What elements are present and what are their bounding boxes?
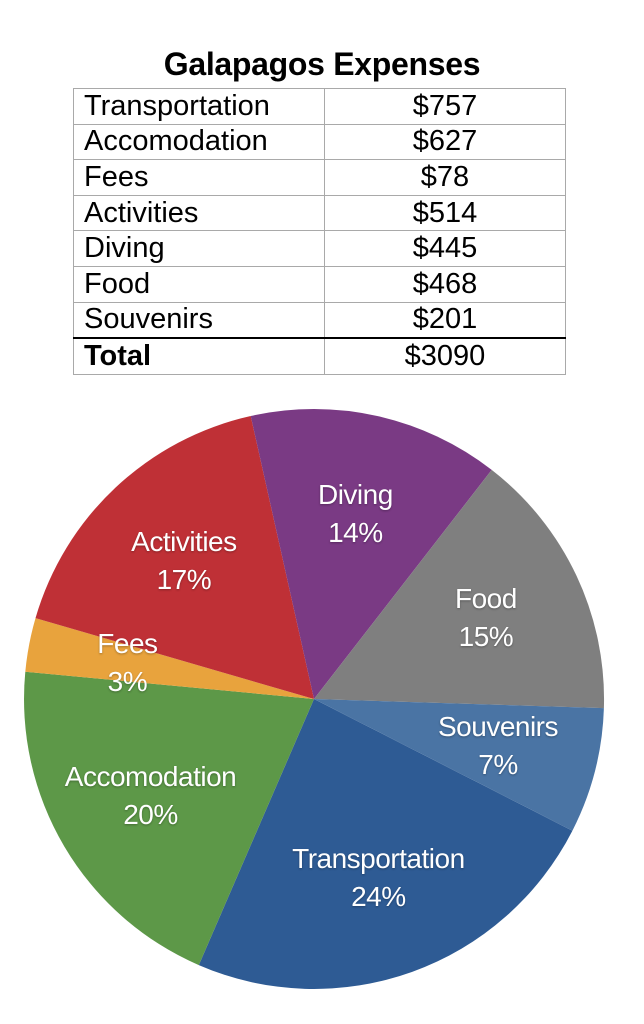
expense-amount-cell: $201 xyxy=(324,301,566,339)
pie-chart-canvas xyxy=(24,409,605,989)
expense-category-cell: Total xyxy=(73,337,325,375)
expense-category-cell: Fees xyxy=(73,159,325,196)
table-row-total: Total $3090 xyxy=(73,337,566,375)
expense-amount-cell: $627 xyxy=(324,123,566,161)
table-row: Souvenirs $201 xyxy=(73,301,566,339)
pie-slice-transportation xyxy=(198,699,573,989)
expense-table-body: Transportation $757 Accomodation $627 Fees $7… xyxy=(73,88,566,375)
expense-category-cell: Transportation xyxy=(73,88,325,125)
expense-amount-cell: $445 xyxy=(324,230,566,267)
pie-slice-souvenirs xyxy=(314,699,604,831)
table-row: Diving $445 xyxy=(73,230,566,267)
pie-slice-fees xyxy=(25,618,315,699)
table-row: Accomodation $627 xyxy=(73,123,566,161)
page-title: Galapagos Expenses xyxy=(163,46,481,82)
expense-amount-cell: $757 xyxy=(324,88,566,125)
expense-amount-cell: $78 xyxy=(324,159,566,196)
expense-table: Transportation $757 Accomodation $627 Fees $7… xyxy=(73,88,566,375)
expense-category-cell: Accomodation xyxy=(73,123,325,161)
expense-category-cell: Food xyxy=(73,265,325,303)
pie-chart: Transportation 24% Accomodation 20% Fees 3% Ac… xyxy=(0,389,644,1019)
table-row: Activities $514 xyxy=(73,194,566,232)
expense-amount-cell: $514 xyxy=(324,194,566,232)
expense-amount-cell: $468 xyxy=(324,265,566,303)
pie-slice-activities xyxy=(35,416,314,699)
expense-amount-cell: $3090 xyxy=(324,337,566,375)
table-row: Fees $78 xyxy=(73,159,566,196)
table-row: Food $468 xyxy=(73,265,566,303)
expense-category-cell: Souvenirs xyxy=(73,301,325,339)
expense-category-cell: Activities xyxy=(73,194,325,232)
expense-category-cell: Diving xyxy=(73,230,325,267)
pie-slice-diving xyxy=(250,409,492,699)
pie-slice-food xyxy=(314,469,605,709)
table-row: Transportation $757 xyxy=(73,88,566,125)
pie-slice-accomodation xyxy=(24,671,314,966)
